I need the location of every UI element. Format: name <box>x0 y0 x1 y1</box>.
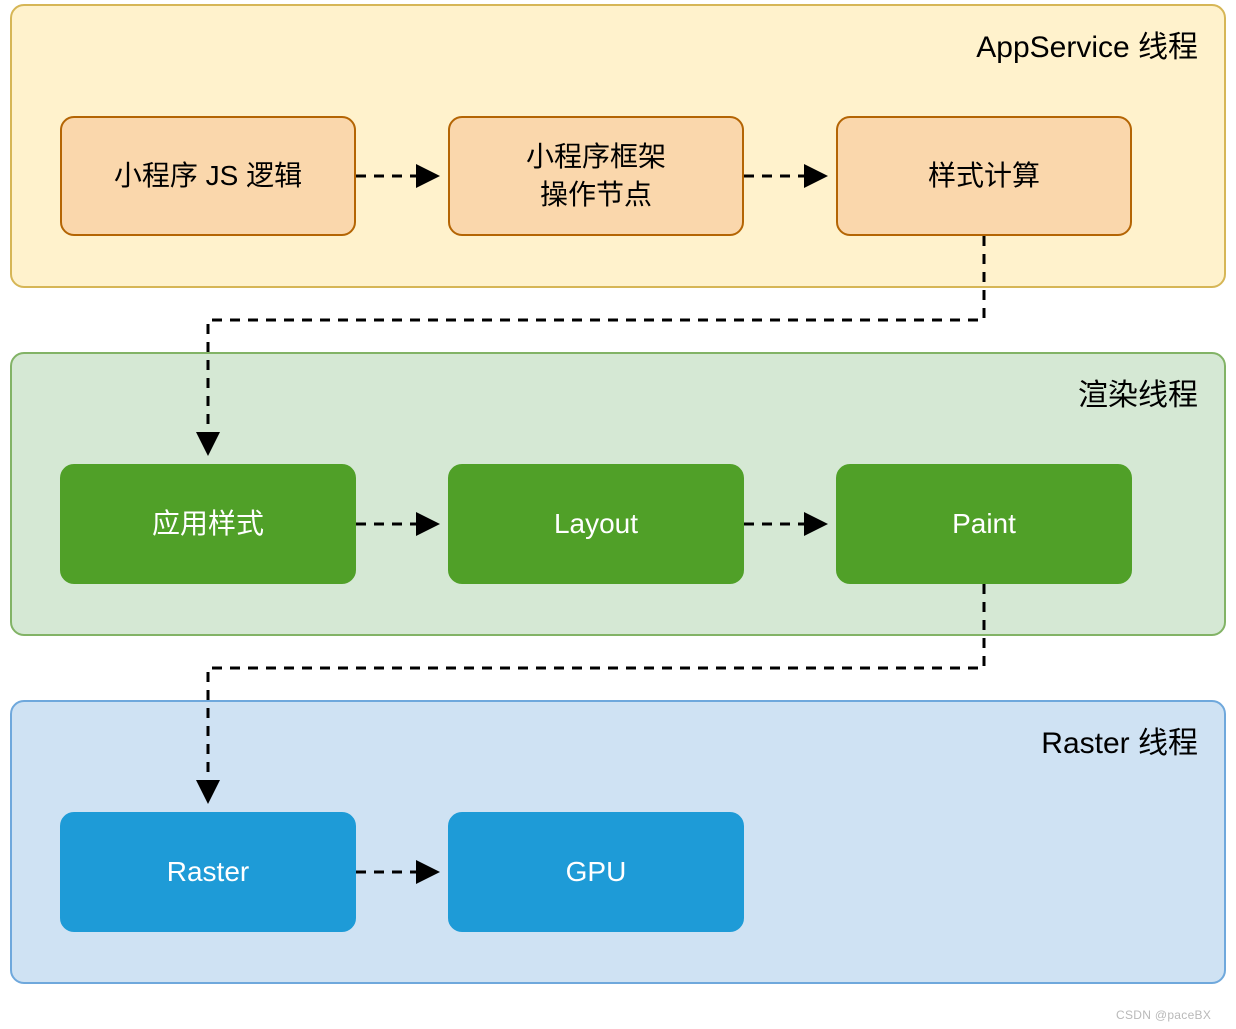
node-layout: Layout <box>448 464 744 584</box>
node-rasterN: Raster <box>60 812 356 932</box>
container-title: Raster 线程 <box>1041 718 1198 762</box>
container-title: 渲染线程 <box>1078 370 1198 414</box>
container-title: AppService 线程 <box>976 22 1198 66</box>
node-style: 样式计算 <box>836 116 1132 236</box>
node-paint: Paint <box>836 464 1132 584</box>
node-frame: 小程序框架 操作节点 <box>448 116 744 236</box>
watermark: CSDN @paceBX <box>1116 1008 1211 1022</box>
node-gpu: GPU <box>448 812 744 932</box>
node-js: 小程序 JS 逻辑 <box>60 116 356 236</box>
node-apply: 应用样式 <box>60 464 356 584</box>
diagram-canvas: AppService 线程渲染线程Raster 线程 CSDN @paceBX … <box>0 0 1236 1029</box>
